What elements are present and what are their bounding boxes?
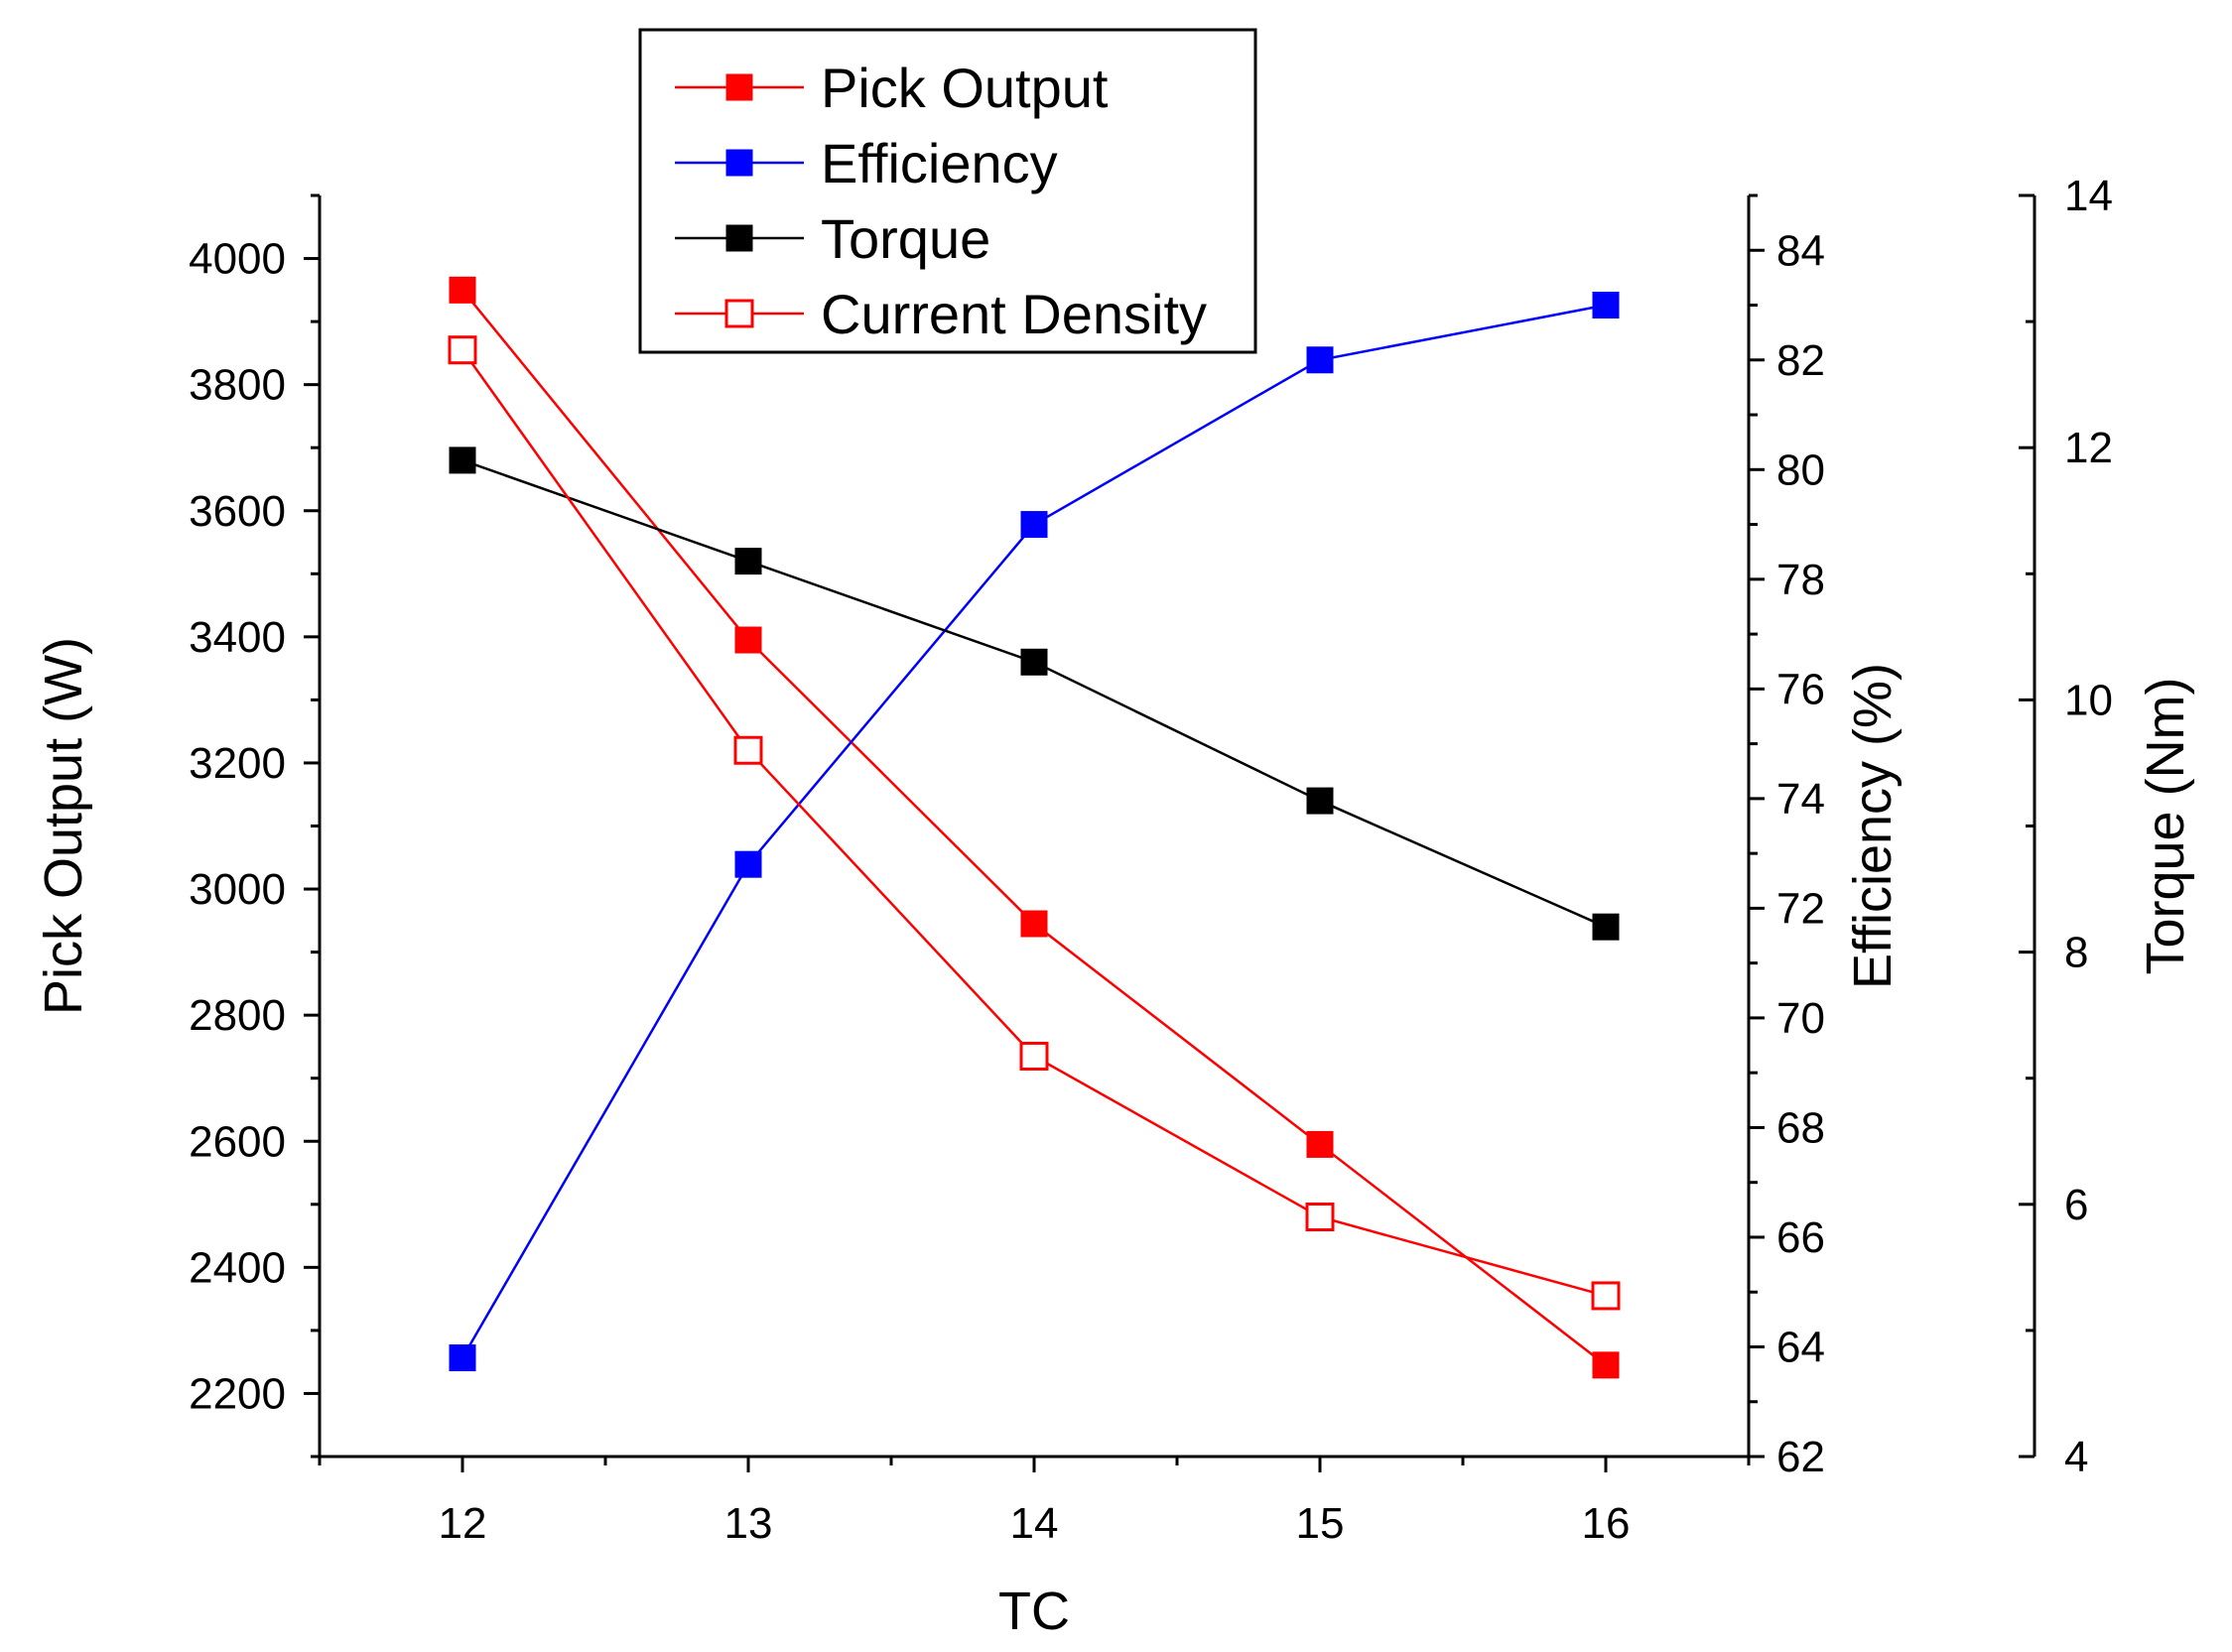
x-tick-label: 16 xyxy=(1582,1499,1631,1548)
legend-label: Efficiency xyxy=(821,132,1058,194)
marker-current-density xyxy=(1305,1203,1335,1232)
series-efficiency xyxy=(449,292,1620,1372)
left-y-tick-label: 3000 xyxy=(189,865,286,914)
right1-y-tick-label: 68 xyxy=(1776,1103,1825,1152)
left-y-tick-label: 2600 xyxy=(189,1117,286,1166)
right2-y-tick-label: 12 xyxy=(2064,424,2113,472)
right2-y-axis-title: Torque (Nm) xyxy=(2136,677,2195,974)
line-current-density xyxy=(460,348,1607,1298)
right1-y-tick-label: 64 xyxy=(1776,1323,1825,1371)
left-y-tick-label: 2800 xyxy=(189,991,286,1040)
legend-label: Current Density xyxy=(821,283,1207,345)
legend-item-current-density: Current Density xyxy=(675,283,1207,345)
right1-y-tick-label: 66 xyxy=(1776,1213,1825,1262)
right2-y-tick-label: 4 xyxy=(2064,1433,2088,1481)
marker-torque xyxy=(1306,787,1334,815)
right2-y-tick-label: 8 xyxy=(2064,929,2088,977)
left-y-axis-title: Pick Output (W) xyxy=(34,637,93,1015)
right2-y-tick-label: 6 xyxy=(2064,1181,2088,1229)
right1-y-tick-label: 76 xyxy=(1776,665,1825,713)
left-y-tick-label: 3400 xyxy=(189,613,286,662)
left-y-tick-label: 4000 xyxy=(189,235,286,284)
marker-current-density xyxy=(448,335,477,365)
marker-pick-output xyxy=(449,276,476,304)
legend-label: Pick Output xyxy=(821,57,1109,119)
left-y-tick-label: 3800 xyxy=(189,361,286,410)
right1-y-tick-label: 80 xyxy=(1776,445,1825,494)
left-y-tick-label: 3600 xyxy=(189,487,286,536)
legend-marker xyxy=(724,299,754,328)
x-tick-label: 13 xyxy=(724,1499,773,1548)
right1-y-tick-label: 74 xyxy=(1776,775,1825,824)
right1-y-axis-title: Efficiency (%) xyxy=(1843,663,1903,989)
x-axis-title: TC xyxy=(998,1582,1070,1641)
legend-marker xyxy=(725,149,753,177)
right2-y-tick-label: 14 xyxy=(2064,172,2113,220)
right2-y-tick-label: 10 xyxy=(2064,676,2113,724)
right1-y-tick-label: 84 xyxy=(1776,226,1825,275)
plot-series xyxy=(448,276,1621,1379)
x-tick-label: 12 xyxy=(439,1499,487,1548)
legend-marker xyxy=(725,224,753,252)
series-torque xyxy=(449,446,1620,941)
axes: 12 13 14 15 16 TC 2200 2400 2600 2800 3000 3200 3400… xyxy=(34,172,2195,1641)
marker-efficiency xyxy=(1306,346,1334,374)
marker-efficiency xyxy=(449,1344,476,1372)
left-y-tick-label: 2200 xyxy=(189,1369,286,1418)
line-efficiency xyxy=(460,304,1607,1359)
marker-torque xyxy=(734,548,762,575)
legend-item-efficiency: Efficiency xyxy=(675,132,1058,194)
right1-y-tick-label: 78 xyxy=(1776,556,1825,604)
x-tick-label: 14 xyxy=(1010,1499,1059,1548)
series-current-density xyxy=(448,335,1621,1311)
left-y-tick-label: 3200 xyxy=(189,739,286,788)
marker-current-density xyxy=(733,735,763,765)
marker-efficiency xyxy=(1020,511,1048,539)
x-tick-label: 15 xyxy=(1296,1499,1345,1548)
marker-pick-output xyxy=(1020,910,1048,938)
legend-item-torque: Torque xyxy=(675,207,990,270)
marker-pick-output xyxy=(1306,1130,1334,1158)
marker-torque xyxy=(1020,648,1048,676)
marker-efficiency xyxy=(734,850,762,878)
marker-torque xyxy=(1592,913,1620,941)
right1-y-tick-label: 62 xyxy=(1776,1433,1825,1481)
line-pick-output xyxy=(461,289,1607,1366)
legend-marker xyxy=(725,73,753,101)
marker-torque xyxy=(449,446,476,474)
series-pick-output xyxy=(449,276,1620,1379)
left-y-tick-label: 2400 xyxy=(189,1243,286,1292)
marker-current-density xyxy=(1019,1041,1049,1071)
marker-pick-output xyxy=(734,626,762,654)
legend-label: Torque xyxy=(821,207,990,270)
legend-item-pick-output: Pick Output xyxy=(675,57,1109,119)
legend: Pick Output Efficiency Torque Current Densi… xyxy=(638,28,1257,354)
right1-y-tick-label: 72 xyxy=(1776,884,1825,933)
right1-y-tick-label: 70 xyxy=(1776,994,1825,1043)
right1-y-tick-label: 82 xyxy=(1776,336,1825,385)
marker-efficiency xyxy=(1592,292,1620,319)
marker-current-density xyxy=(1591,1281,1621,1311)
marker-pick-output xyxy=(1592,1351,1620,1379)
